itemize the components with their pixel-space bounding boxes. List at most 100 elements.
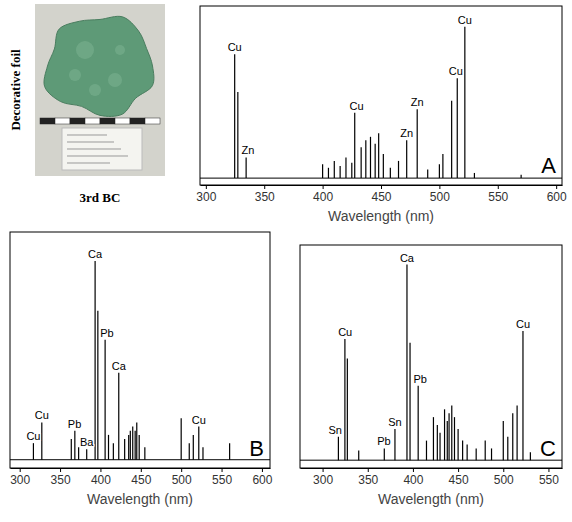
- tick-mark: [413, 468, 414, 472]
- emission-line: [365, 140, 366, 178]
- tick-label: 300: [10, 473, 30, 487]
- x-tick: 300: [10, 468, 30, 487]
- x-axis-title: Wavelength (nm): [378, 491, 484, 507]
- x-axis: 300350400450500550600: [196, 185, 567, 204]
- emission-line: [451, 101, 452, 178]
- foil-texture: [108, 73, 122, 87]
- tick-mark: [20, 468, 21, 472]
- emission-line: [74, 431, 75, 460]
- emission-line: [476, 448, 477, 460]
- emission-line: [427, 170, 428, 179]
- tick-label: 400: [313, 190, 333, 204]
- x-tick: 600: [547, 185, 567, 204]
- x-tick: 500: [494, 468, 514, 487]
- tick-mark: [503, 468, 504, 472]
- emission-line: [198, 427, 199, 460]
- x-axis-title: Wavelength (nm): [87, 491, 193, 507]
- card-line: [67, 135, 107, 136]
- emission-line: [394, 429, 395, 460]
- emission-line: [522, 331, 523, 460]
- element-label: Cu: [192, 414, 206, 426]
- emission-line: [512, 413, 513, 460]
- plot-frame: [300, 245, 562, 468]
- emission-line: [458, 429, 459, 460]
- element-label: Sn: [329, 424, 342, 436]
- emission-line: [485, 441, 486, 461]
- tick-label: 500: [172, 473, 192, 487]
- emission-line: [491, 448, 492, 460]
- plot-frame: [200, 6, 562, 185]
- emission-line: [136, 422, 137, 459]
- emission-line: [398, 161, 399, 178]
- emission-line: [390, 168, 391, 178]
- emission-line: [181, 418, 182, 459]
- emission-line: [418, 386, 419, 460]
- foil-texture: [89, 84, 101, 96]
- element-label: Zn: [411, 96, 424, 108]
- chart-panel: 300350400450500550600Wavelength (nm)ACuZ…: [196, 6, 567, 224]
- x-axis: 300350400450500550: [301, 468, 563, 487]
- emission-line: [328, 168, 329, 178]
- chart-panel: 300350400450500550Wavelength (nm)CSnCuPb…: [300, 245, 563, 507]
- tick-label: 550: [539, 473, 559, 487]
- card-line: [67, 142, 114, 143]
- chart-panel: 300350400450500550600Wavelength (nm)BCuC…: [10, 232, 273, 507]
- foil-texture: [115, 45, 125, 55]
- scale-bar: [100, 118, 115, 124]
- x-tick: 550: [488, 185, 508, 204]
- emission-line: [448, 413, 449, 460]
- tick-mark: [262, 468, 263, 472]
- x-tick: 500: [172, 468, 192, 487]
- emission-line: [354, 113, 355, 178]
- tick-mark: [458, 468, 459, 472]
- emission-line: [108, 435, 109, 460]
- x-tick: 400: [313, 185, 333, 204]
- photo-background: [35, 4, 165, 176]
- emission-line: [467, 445, 468, 461]
- emission-line: [246, 157, 247, 178]
- emission-line: [358, 450, 359, 460]
- element-label: Cu: [338, 326, 352, 338]
- emission-line: [378, 133, 379, 178]
- element-label: Pb: [377, 435, 390, 447]
- emission-line: [507, 437, 508, 460]
- photo-caption: 3rd BC: [80, 190, 121, 205]
- emission-line: [521, 175, 522, 178]
- emission-line: [344, 339, 345, 460]
- card-line: [67, 156, 128, 157]
- figure: Decorative foil3rd BC3003504004505005506…: [0, 0, 572, 522]
- x-tick: 350: [255, 185, 275, 204]
- emission-line: [409, 343, 410, 460]
- element-label: Cu: [449, 65, 463, 77]
- tick-label: 600: [547, 190, 567, 204]
- foil-sample: [44, 16, 154, 116]
- x-tick: 550: [539, 468, 559, 487]
- emission-line: [347, 358, 348, 460]
- tick-label: 450: [131, 473, 151, 487]
- element-label: Zn: [400, 127, 413, 139]
- emission-line: [202, 447, 203, 459]
- x-tick: 300: [313, 468, 333, 487]
- emission-line: [530, 452, 531, 460]
- scale-bar: [55, 118, 70, 124]
- plot-area: [300, 265, 562, 461]
- tick-mark: [264, 185, 265, 189]
- plot-area: [200, 27, 562, 178]
- tick-mark: [206, 185, 207, 189]
- foil-texture: [76, 41, 94, 59]
- element-label: Ba: [80, 436, 94, 448]
- tick-label: 600: [252, 473, 272, 487]
- emission-line: [406, 265, 407, 461]
- element-label: Ca: [112, 360, 127, 372]
- x-axis-title: Wavelength (nm): [328, 208, 434, 224]
- x-tick: 350: [51, 468, 71, 487]
- element-label: Cu: [26, 430, 40, 442]
- emission-line: [128, 435, 129, 460]
- emission-line: [97, 311, 98, 460]
- emission-line: [322, 164, 323, 178]
- scale-bar: [145, 118, 160, 124]
- element-label: Cu: [516, 318, 530, 330]
- emission-line: [338, 437, 339, 460]
- tick-label: 350: [358, 473, 378, 487]
- tick-label: 300: [313, 473, 333, 487]
